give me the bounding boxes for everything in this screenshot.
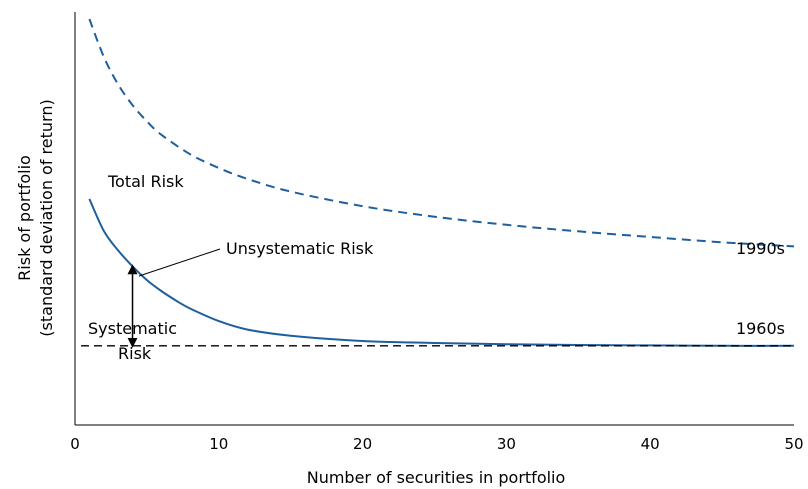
systematic-risk-label-line2: Risk xyxy=(118,344,152,363)
series-label-1990s: 1990s xyxy=(736,239,785,258)
x-tick-label: 10 xyxy=(209,435,228,453)
x-tick-label: 0 xyxy=(70,435,80,453)
unsystematic-risk-leader xyxy=(138,248,221,277)
x-tick-labels: 0 10 20 30 40 50 xyxy=(70,435,803,453)
systematic-risk-label-line1: Systematic xyxy=(88,319,177,338)
y-axis-title-line2: (standard deviation of return) xyxy=(37,99,56,336)
x-axis-title: Number of securities in portfolio xyxy=(307,468,566,487)
x-tick-label: 30 xyxy=(497,435,516,453)
series-label-1960s: 1960s xyxy=(736,319,785,338)
total-risk-label: Total Risk xyxy=(107,172,184,191)
x-tick-label: 40 xyxy=(641,435,660,453)
unsystematic-risk-label: Unsystematic Risk xyxy=(226,239,374,258)
series-line-1990s xyxy=(88,18,795,248)
x-tick-label: 50 xyxy=(784,435,803,453)
series-line-1960s xyxy=(88,198,795,347)
y-axis-title-line1: Risk of portfolio xyxy=(15,155,34,281)
x-tick-label: 20 xyxy=(353,435,372,453)
